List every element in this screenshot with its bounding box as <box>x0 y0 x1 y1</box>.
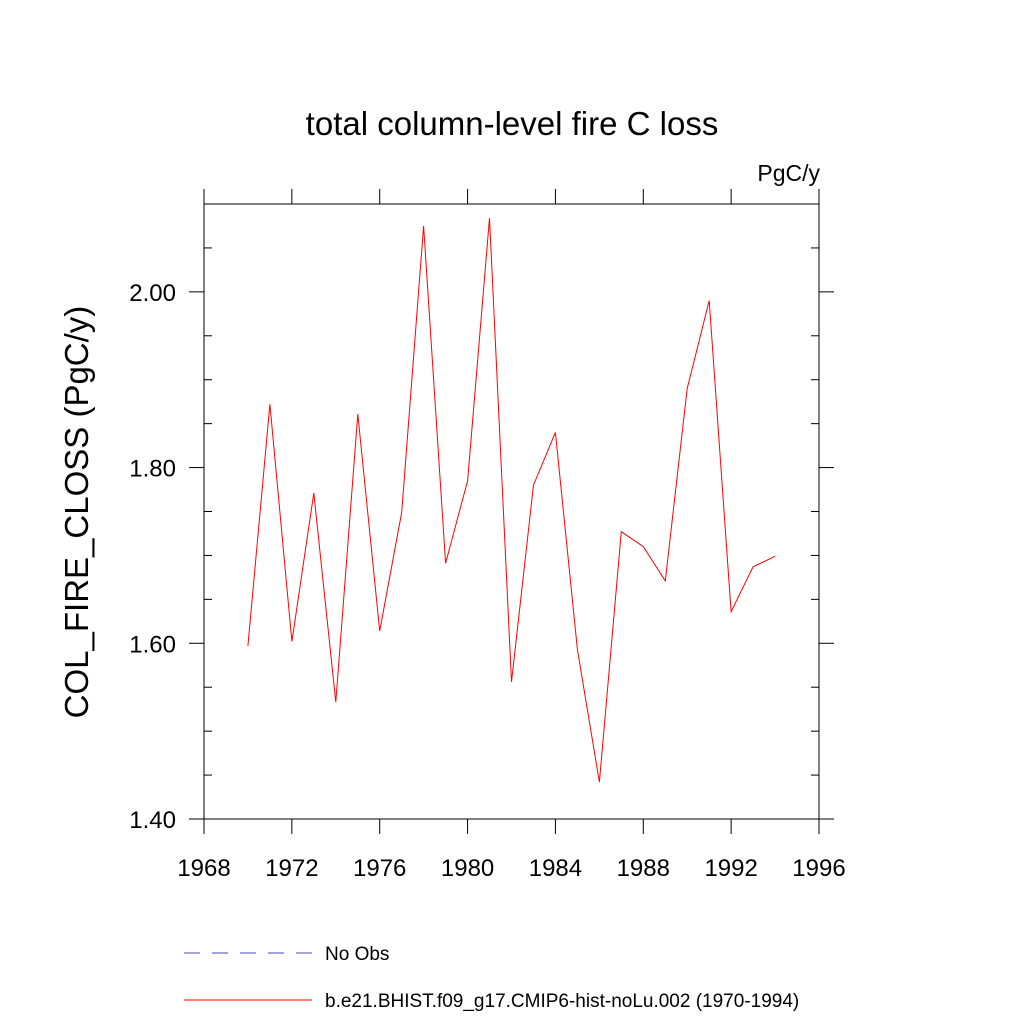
series-group <box>247 218 776 783</box>
plot-frame <box>203 203 820 820</box>
units-label: PgC/y <box>757 160 820 186</box>
x-tick-label: 1984 <box>529 855 582 882</box>
x-tick-label: 1976 <box>353 855 406 882</box>
x-tick-label: 1992 <box>704 855 757 882</box>
x-tick-label: 1972 <box>265 855 318 882</box>
chart-title: total column-level fire C loss <box>306 105 719 142</box>
axis-ticks <box>189 189 834 834</box>
x-tick-label: 1968 <box>177 855 230 882</box>
x-tick-label: 1988 <box>617 855 670 882</box>
x-tick-label: 1996 <box>792 855 845 882</box>
tick-labels: 1968 1972 1976 1980 1984 1988 1992 1996 1.40 1.60… <box>129 280 845 882</box>
x-tick-label: 1980 <box>441 855 494 882</box>
y-tick-label: 1.40 <box>129 807 176 834</box>
y-tick-label: 2.00 <box>129 280 176 307</box>
y-axis-label: COL_FIRE_CLOSS (PgC/y) <box>58 306 95 719</box>
y-tick-label: 1.80 <box>129 456 176 483</box>
y-tick-label: 1.60 <box>129 631 176 658</box>
legend: No Obs b.e21.BHIST.f09_g17.CMIP6-hist-noL… <box>184 944 799 1012</box>
legend-label: No Obs <box>325 944 389 965</box>
series-line <box>247 218 776 783</box>
legend-label: b.e21.BHIST.f09_g17.CMIP6-hist-noLu.002 … <box>325 991 799 1012</box>
